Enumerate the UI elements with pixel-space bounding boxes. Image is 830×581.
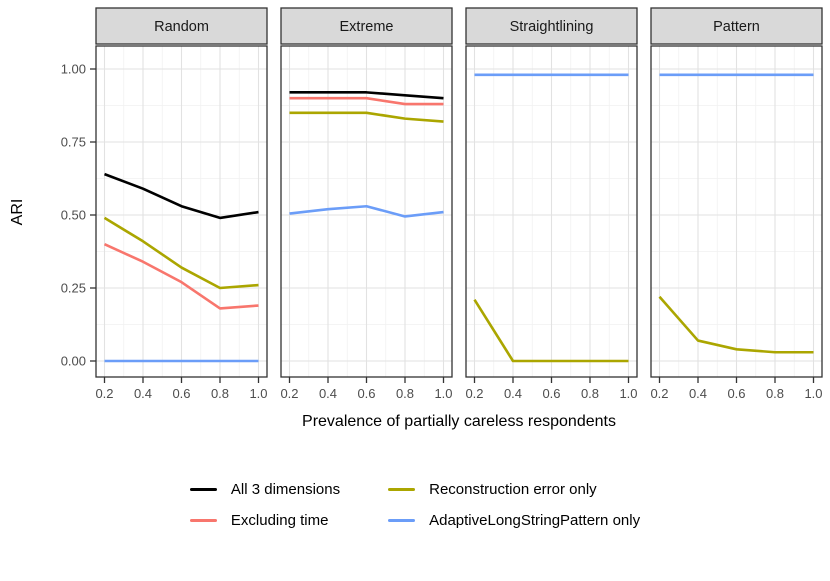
x-tick-label: 0.6 bbox=[542, 386, 560, 401]
y-tick-label: 0.25 bbox=[61, 281, 86, 296]
facet-strip bbox=[465, 7, 638, 45]
legend-label: All 3 dimensions bbox=[230, 481, 341, 498]
faceted-line-chart: Random 0.2 0.4 0.6 0.8 1.0 Extreme 0.2 0.4 0.6 0.8… bbox=[9, 7, 823, 430]
x-tick-label: 0.8 bbox=[211, 386, 229, 401]
facet-strip-label: Random bbox=[154, 19, 209, 35]
y-axis-title: ARI bbox=[9, 199, 26, 226]
y-tick-label: 1.00 bbox=[61, 62, 86, 77]
x-tick-label: 1.0 bbox=[804, 386, 822, 401]
legend-key-line bbox=[388, 519, 416, 522]
x-tick-label: 0.2 bbox=[650, 386, 668, 401]
x-tick-label: 0.4 bbox=[504, 386, 522, 401]
y-tick-label: 0.50 bbox=[61, 208, 86, 223]
series-line-random bbox=[103, 216, 259, 290]
x-tick-label: 1.0 bbox=[619, 386, 637, 401]
legend-item: Excluding time bbox=[189, 512, 340, 529]
series-line-extreme bbox=[289, 204, 444, 218]
legend-item: Reconstruction error only bbox=[388, 481, 640, 498]
x-tick-label: 0.8 bbox=[396, 386, 414, 401]
x-tick-label: 0.2 bbox=[280, 386, 298, 401]
facet-strip-label: Straightlining bbox=[510, 19, 594, 35]
legend-label: Excluding time bbox=[230, 512, 329, 529]
series-line-pattern bbox=[658, 295, 814, 354]
legend-key-line bbox=[189, 488, 217, 491]
legend: All 3 dimensions Reconstruction error onl… bbox=[189, 481, 640, 529]
facet-strip-label: Extreme bbox=[340, 19, 394, 35]
legend-item: All 3 dimensions bbox=[189, 481, 341, 498]
x-tick-label: 1.0 bbox=[249, 386, 267, 401]
series-line-extreme bbox=[289, 91, 444, 100]
series-line-straightlining bbox=[473, 298, 629, 363]
legend-label: Reconstruction error only bbox=[429, 481, 597, 498]
x-tick-label: 0.4 bbox=[689, 386, 707, 401]
y-tick-label: 0.00 bbox=[61, 354, 86, 369]
x-axis-title: Prevalence of partially careless respond… bbox=[302, 413, 616, 430]
series-line-extreme bbox=[289, 111, 444, 123]
x-tick-label: 0.6 bbox=[357, 386, 375, 401]
facet-strip bbox=[95, 7, 268, 45]
x-tick-label: 0.6 bbox=[172, 386, 190, 401]
x-tick-label: 0.4 bbox=[319, 386, 337, 401]
x-tick-label: 0.8 bbox=[581, 386, 599, 401]
series-line-extreme bbox=[289, 96, 444, 106]
legend-item: AdaptiveLongStringPattern only bbox=[388, 512, 640, 529]
y-tick-label: 0.75 bbox=[61, 135, 86, 150]
facet-strip bbox=[650, 7, 823, 45]
legend-label: AdaptiveLongStringPattern only bbox=[429, 512, 641, 529]
x-tick-label: 0.4 bbox=[134, 386, 152, 401]
x-tick-label: 1.0 bbox=[434, 386, 452, 401]
series-line-random bbox=[104, 172, 259, 220]
legend-key-line bbox=[388, 488, 416, 491]
x-tick-label: 0.2 bbox=[95, 386, 113, 401]
facet-strip bbox=[280, 7, 453, 45]
series-line-random bbox=[103, 243, 259, 310]
x-tick-label: 0.2 bbox=[465, 386, 483, 401]
x-tick-label: 0.6 bbox=[727, 386, 745, 401]
facet-strip-label: Pattern bbox=[713, 19, 760, 35]
legend-key-line bbox=[189, 519, 217, 522]
x-tick-label: 0.8 bbox=[766, 386, 784, 401]
